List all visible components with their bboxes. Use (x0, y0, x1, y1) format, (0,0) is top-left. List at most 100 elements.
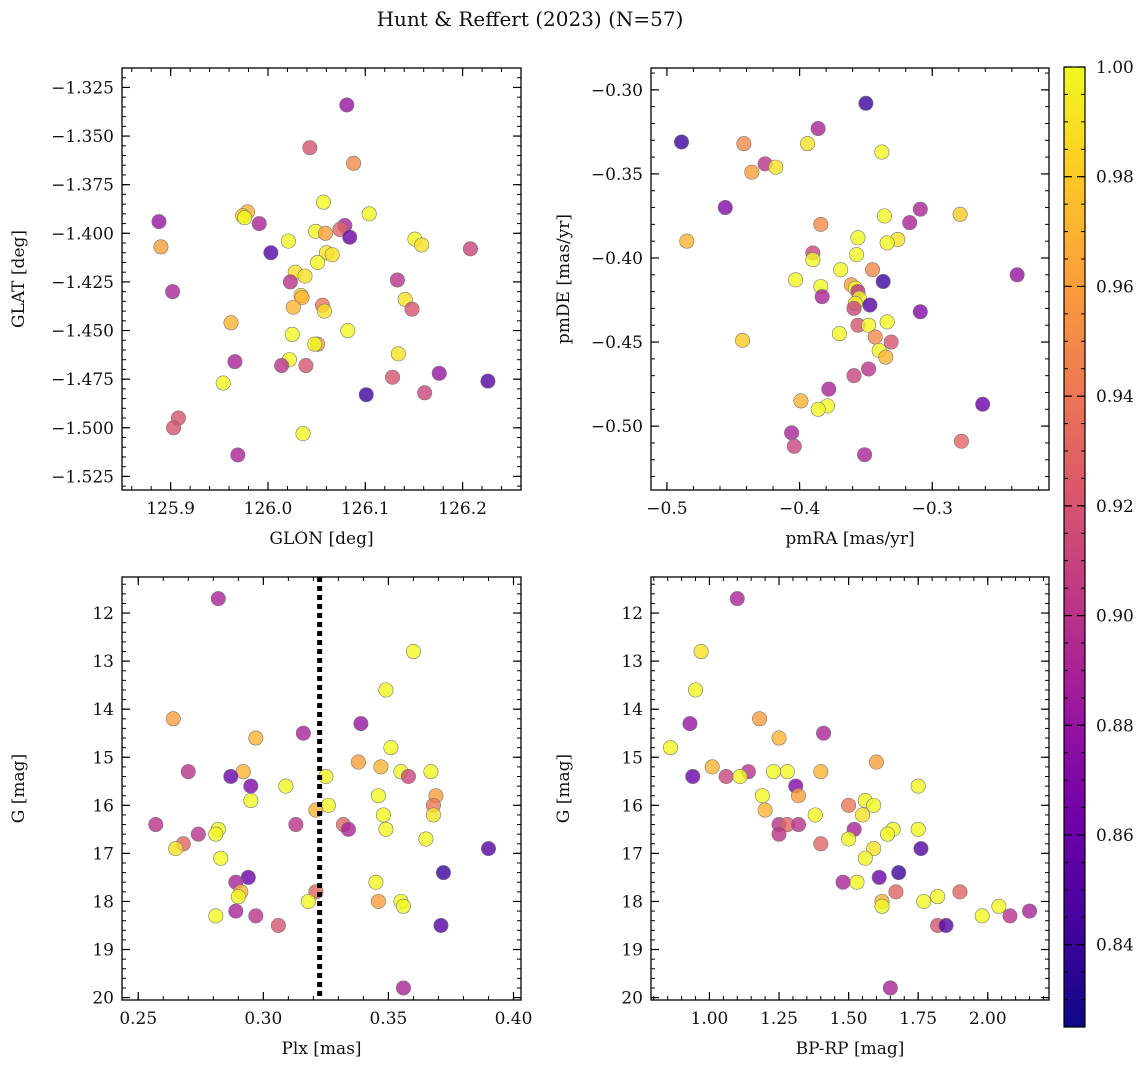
scatter-point (1022, 903, 1038, 919)
scatter-point (841, 831, 857, 847)
scatter-point (810, 401, 826, 417)
scatter-point (295, 426, 311, 442)
scatter-point (835, 874, 851, 890)
scatter-point (765, 764, 781, 780)
scatter-point (879, 314, 895, 330)
scatter-point (237, 210, 253, 226)
y-tick-label: 20 (92, 989, 114, 1009)
scatter-point (316, 303, 332, 319)
scatter-point (223, 315, 239, 331)
scatter-point (861, 317, 877, 333)
y-tick-label: 19 (92, 941, 114, 961)
scatter-point (288, 817, 304, 833)
scatter-point (346, 155, 362, 171)
scatter-point (912, 304, 928, 320)
y-tick-label: 18 (621, 892, 643, 912)
y-tick-label: 12 (92, 604, 114, 624)
axis-ticks (122, 577, 521, 1000)
axes-frame (650, 67, 1050, 491)
scatter-point (855, 807, 871, 823)
scatter-point (849, 874, 865, 890)
x-axis-label: pmRA [mas/yr] (785, 529, 914, 549)
scatter-point (418, 831, 434, 847)
y-tick-label: 18 (92, 892, 114, 912)
scatter-point (148, 817, 164, 833)
colorbar-tick-label: 0.88 (1096, 716, 1134, 736)
scatter-point (874, 898, 890, 914)
y-tick-label: 14 (621, 700, 643, 720)
y-tick-label: 14 (92, 700, 114, 720)
scatter-panel-1: 125.9 126.0 126.1 126.2 −1.525 −1.500 −1.475 −1… (9, 67, 522, 549)
y-tick-label: 16 (621, 796, 643, 816)
scatter-point (375, 807, 391, 823)
scatter-point (168, 841, 184, 857)
scatter-point (378, 682, 394, 698)
scatter-point (849, 247, 865, 263)
scatter-point (800, 136, 816, 152)
scatter-point (373, 759, 389, 775)
axis-ticks (651, 577, 1049, 1000)
colorbar-tick-label: 0.94 (1096, 387, 1134, 407)
scatter-point (353, 716, 369, 732)
y-tick-label: 17 (92, 844, 114, 864)
scatter-point (813, 836, 829, 852)
scatter-point (294, 289, 310, 305)
scatter-point (953, 433, 969, 449)
scatter-point (857, 850, 873, 866)
y-tick-label: 17 (621, 844, 643, 864)
scatter-points (151, 97, 496, 463)
scatter-point (846, 300, 862, 316)
x-tick-label: 0.25 (119, 1009, 157, 1029)
colorbar-tick-label: 1.00 (1096, 58, 1134, 78)
scatter-point (679, 233, 695, 249)
scatter-point (685, 768, 701, 784)
scatter-point (248, 730, 264, 746)
x-tick-label: 1.50 (830, 1009, 868, 1029)
scatter-point (771, 730, 787, 746)
scatter-point (674, 134, 690, 150)
scatter-point (285, 299, 301, 315)
scatter-point (358, 387, 374, 403)
y-tick-label: −1.375 (51, 176, 114, 196)
scatter-point (991, 898, 1007, 914)
scatter-point (435, 865, 451, 881)
scatter-point (324, 247, 340, 263)
axes-frame (121, 67, 522, 491)
y-tick-label: −1.400 (51, 224, 114, 244)
scatter-point (810, 121, 826, 137)
scatter-point (423, 764, 439, 780)
y-tick-label: −1.450 (51, 322, 114, 342)
scatter-point (821, 381, 837, 397)
scatter-point (757, 802, 773, 818)
scatter-point (230, 447, 246, 463)
scatter-point (433, 917, 449, 933)
scatter-point (850, 230, 866, 246)
scatter-point (952, 206, 968, 222)
scatter-point (378, 821, 394, 837)
scatter-point (902, 215, 918, 231)
scatter-point (865, 262, 881, 278)
scatter-point (395, 898, 411, 914)
scatter-point (350, 754, 366, 770)
scatter-point (213, 850, 229, 866)
scatter-point (861, 361, 877, 377)
scatter-point (814, 289, 830, 305)
scatter-point (916, 893, 932, 909)
scatter-point (385, 369, 401, 385)
scatter-point (754, 788, 770, 804)
y-tick-label: −0.40 (591, 249, 643, 269)
y-axis-label: pmDE [mas/yr] (554, 214, 574, 344)
axes-frame (121, 576, 522, 1001)
y-tick-label: 12 (621, 604, 643, 624)
scatter-point (368, 874, 384, 890)
scatter-point (735, 332, 751, 348)
scatter-point (295, 725, 311, 741)
scatter-point (833, 262, 849, 278)
scatter-point (930, 889, 946, 905)
scatter-point (831, 326, 847, 342)
scatter-point (227, 354, 243, 370)
scatter-point (732, 768, 748, 784)
y-tick-label: −0.50 (591, 417, 643, 437)
scatter-point (752, 711, 768, 727)
